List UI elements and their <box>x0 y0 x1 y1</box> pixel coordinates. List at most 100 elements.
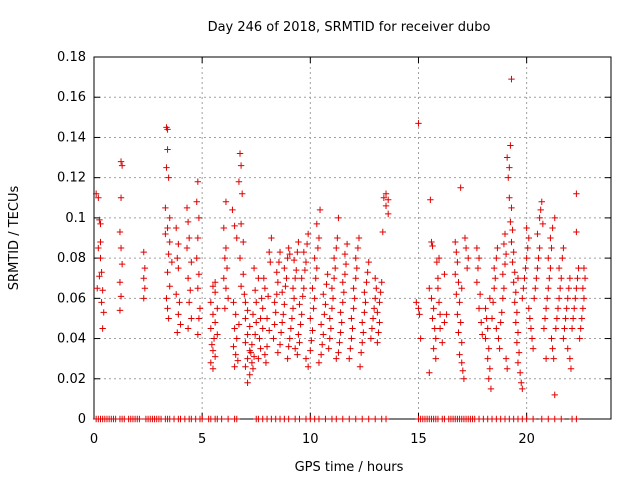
data-point <box>503 365 511 372</box>
y-tick-label: 0 <box>78 412 86 427</box>
data-point <box>561 325 568 332</box>
data-point <box>547 234 554 242</box>
data-point <box>328 285 336 292</box>
data-point <box>365 258 372 266</box>
data-point <box>267 258 274 266</box>
data-point <box>220 275 227 282</box>
data-point <box>573 190 580 197</box>
data-point <box>310 305 317 312</box>
data-point <box>515 349 523 356</box>
data-point <box>531 295 538 302</box>
data-point <box>493 325 500 332</box>
data-point <box>233 415 240 423</box>
data-point <box>454 258 461 266</box>
chart-title: Day 246 of 2018, SRMTID for receiver dub… <box>208 20 491 35</box>
data-point <box>323 281 330 288</box>
data-point <box>164 268 171 276</box>
data-point <box>525 305 532 312</box>
data-point <box>479 331 486 338</box>
data-point <box>313 220 321 228</box>
data-point <box>484 355 491 362</box>
data-point <box>165 315 172 322</box>
data-point <box>535 254 542 262</box>
data-point <box>207 299 215 306</box>
data-point <box>270 335 277 342</box>
data-point <box>340 289 348 296</box>
data-point <box>372 295 379 302</box>
data-point <box>536 214 543 222</box>
data-point <box>452 238 459 246</box>
data-point <box>248 341 256 348</box>
data-point <box>580 264 588 272</box>
data-point <box>486 295 494 302</box>
data-point <box>281 264 288 272</box>
data-point <box>362 299 369 306</box>
data-point <box>341 271 349 278</box>
data-point <box>379 228 386 236</box>
data-point <box>174 329 181 336</box>
data-point <box>276 248 284 256</box>
data-point <box>290 295 298 302</box>
data-point <box>194 285 202 292</box>
data-point <box>315 234 323 242</box>
data-point <box>433 258 441 266</box>
data-point <box>453 291 460 298</box>
data-point <box>288 315 296 322</box>
x-axis-label: GPS time / hours <box>295 460 404 475</box>
data-point <box>165 250 172 258</box>
data-point <box>538 198 545 205</box>
data-point <box>368 325 376 332</box>
data-point <box>221 254 229 262</box>
data-point <box>255 275 262 282</box>
data-point <box>499 295 507 302</box>
y-tick-label: 0.16 <box>57 90 86 105</box>
data-point <box>296 415 303 423</box>
data-point <box>304 230 312 238</box>
data-point <box>456 351 463 358</box>
data-point <box>317 321 325 328</box>
data-point <box>415 305 422 312</box>
data-point <box>282 283 289 290</box>
data-point <box>278 319 286 326</box>
data-point <box>285 415 292 423</box>
data-point <box>352 415 359 423</box>
data-point <box>271 299 278 306</box>
data-point <box>461 234 469 242</box>
data-point <box>187 287 194 294</box>
data-point <box>164 126 171 133</box>
data-point <box>562 315 569 322</box>
data-point <box>284 254 291 262</box>
data-point <box>140 248 147 256</box>
data-point <box>372 275 379 282</box>
data-point <box>519 295 526 302</box>
data-point <box>251 287 259 294</box>
data-point <box>347 345 354 352</box>
data-point <box>523 224 530 232</box>
data-point <box>315 415 323 423</box>
data-point <box>336 339 343 346</box>
data-point <box>207 359 215 366</box>
data-point <box>543 295 551 302</box>
data-point <box>434 275 442 282</box>
data-point <box>569 315 577 322</box>
data-point <box>534 230 541 238</box>
data-point <box>564 295 571 302</box>
data-point <box>338 319 345 326</box>
data-point <box>523 415 530 423</box>
data-point <box>456 299 463 306</box>
data-point <box>289 285 297 292</box>
data-point <box>234 357 242 364</box>
data-point <box>473 244 481 252</box>
data-point <box>490 264 498 272</box>
data-point <box>266 327 273 334</box>
data-point <box>482 335 489 342</box>
data-point <box>346 355 353 362</box>
data-point <box>375 329 382 336</box>
data-point <box>218 415 225 423</box>
data-point <box>315 359 323 366</box>
data-point <box>230 343 237 350</box>
data-point <box>188 315 195 322</box>
data-point <box>117 293 125 300</box>
data-point <box>335 349 342 356</box>
data-point <box>373 285 380 292</box>
